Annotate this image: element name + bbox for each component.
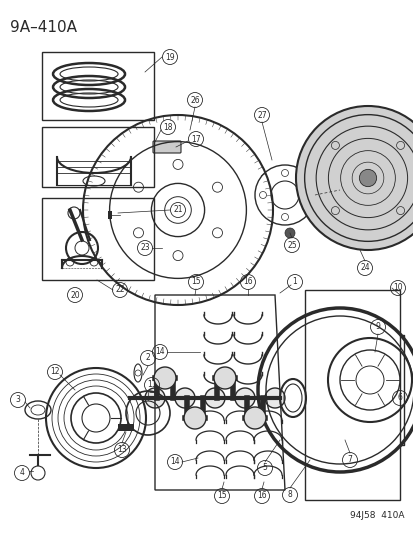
Circle shape <box>358 169 376 187</box>
Text: 2: 2 <box>145 353 150 362</box>
Text: 15: 15 <box>191 278 200 287</box>
Text: 17: 17 <box>191 134 200 143</box>
Text: 26: 26 <box>190 95 199 104</box>
Bar <box>42 127 154 187</box>
Bar <box>118 424 134 431</box>
Text: 20: 20 <box>70 290 80 300</box>
Text: 12: 12 <box>50 367 59 376</box>
Circle shape <box>204 388 224 408</box>
Text: 11: 11 <box>147 381 157 390</box>
Bar <box>108 211 112 219</box>
Text: 16: 16 <box>242 278 252 287</box>
Circle shape <box>214 367 235 389</box>
Text: 21: 21 <box>173 206 182 214</box>
Text: 24: 24 <box>359 263 369 272</box>
Text: 6: 6 <box>396 393 401 402</box>
Text: 25: 25 <box>287 240 296 249</box>
Circle shape <box>175 388 195 408</box>
Text: 27: 27 <box>256 110 266 119</box>
Circle shape <box>235 388 254 408</box>
Text: 7: 7 <box>347 456 351 464</box>
Bar <box>42 52 154 120</box>
Text: 14: 14 <box>170 457 179 466</box>
Text: 16: 16 <box>256 491 266 500</box>
Text: 1: 1 <box>292 278 297 287</box>
Circle shape <box>243 407 266 429</box>
Circle shape <box>183 407 206 429</box>
Text: 18: 18 <box>163 123 172 132</box>
Text: 13: 13 <box>117 446 126 455</box>
Text: 10: 10 <box>392 284 402 293</box>
Circle shape <box>264 388 284 408</box>
Circle shape <box>295 106 413 250</box>
Text: 5: 5 <box>262 464 267 472</box>
Text: 22: 22 <box>115 286 124 295</box>
Text: 14: 14 <box>155 348 164 357</box>
Circle shape <box>284 228 294 238</box>
Text: 8: 8 <box>287 490 292 499</box>
Bar <box>42 198 154 280</box>
FancyBboxPatch shape <box>153 141 180 153</box>
Circle shape <box>154 367 176 389</box>
Text: 15: 15 <box>217 491 226 500</box>
Circle shape <box>145 388 165 408</box>
Text: 23: 23 <box>140 244 150 253</box>
Text: 94J58  410A: 94J58 410A <box>350 511 404 520</box>
Text: 9A–410A: 9A–410A <box>10 20 77 35</box>
Text: 4: 4 <box>19 469 24 478</box>
Text: 3: 3 <box>16 395 20 405</box>
Text: 19: 19 <box>165 52 174 61</box>
Text: 9: 9 <box>375 322 380 332</box>
Bar <box>304 290 399 500</box>
